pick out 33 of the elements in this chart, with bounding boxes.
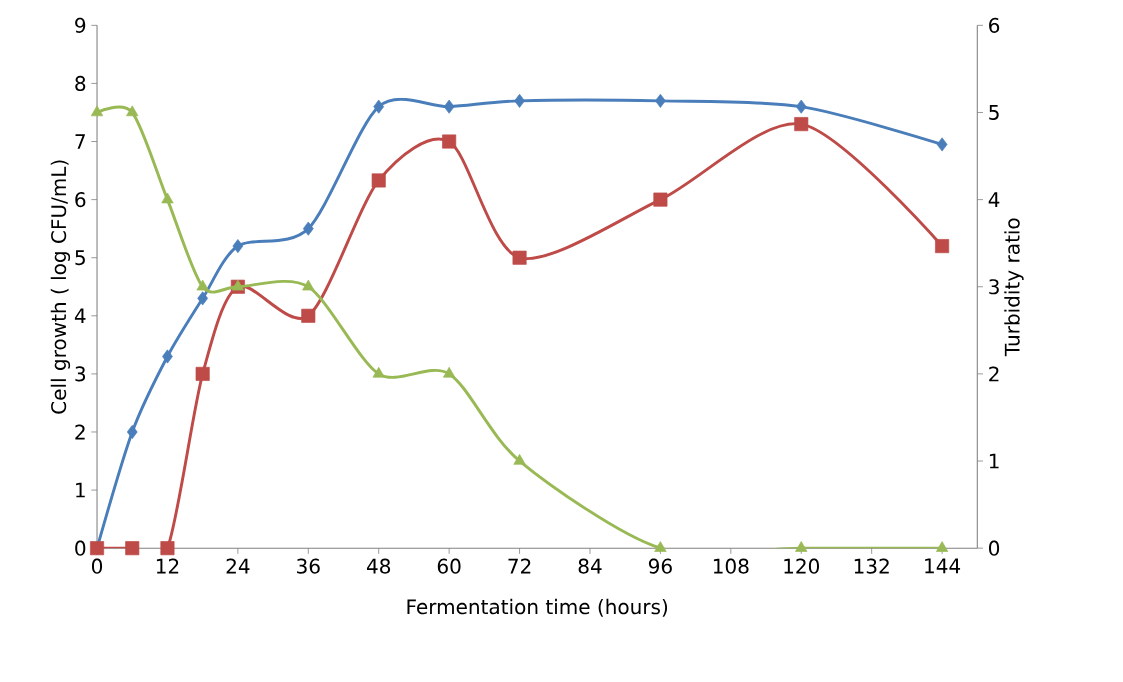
x-tick-label: 12 bbox=[156, 558, 179, 574]
x-tick-label: 84 bbox=[578, 558, 602, 574]
x-tick-label: 144 bbox=[925, 558, 961, 574]
y2-tick-label: 1 bbox=[989, 453, 999, 469]
y-tick-label: 9 bbox=[75, 17, 86, 33]
y-tick-label: 1 bbox=[76, 482, 85, 498]
x-tick-label: 60 bbox=[437, 558, 461, 574]
y-tick-label: 8 bbox=[75, 75, 86, 91]
y-tick-label: 4 bbox=[74, 308, 86, 323]
y2-tick-label: 0 bbox=[989, 540, 1000, 556]
y2-tick-label: 6 bbox=[989, 17, 1000, 33]
y-tick-label: 2 bbox=[75, 424, 85, 440]
x-tick-label: 132 bbox=[854, 558, 889, 574]
x-tick-label: 108 bbox=[713, 558, 749, 574]
y-tick-label: 5 bbox=[75, 250, 85, 266]
y-tick-label: 0 bbox=[75, 540, 86, 556]
x-tick-label: 120 bbox=[784, 558, 819, 574]
y2-tick-label: 3 bbox=[989, 279, 999, 295]
x-tick-label: 72 bbox=[508, 558, 531, 574]
x-tick-label: 0 bbox=[91, 558, 103, 574]
y2-tick-label: 5 bbox=[989, 104, 999, 120]
x-axis-title: Fermentation time (hours) bbox=[407, 598, 668, 617]
x-tick-label: 96 bbox=[648, 558, 672, 574]
y2-tick-label: 4 bbox=[988, 192, 1000, 207]
y-tick-label: 3 bbox=[75, 366, 86, 382]
x-tick-label: 36 bbox=[297, 558, 320, 574]
x-tick-label: 48 bbox=[366, 558, 391, 574]
x-tick-label: 24 bbox=[226, 558, 250, 574]
y2-axis-title: Turbidity ratio bbox=[1004, 218, 1024, 357]
y-axis-title: Cell growth ( log CFU/mL) bbox=[50, 160, 71, 414]
y-tick-label: 7 bbox=[75, 134, 85, 149]
y2-tick-label: 2 bbox=[989, 366, 999, 382]
y-tick-label: 6 bbox=[75, 191, 86, 208]
